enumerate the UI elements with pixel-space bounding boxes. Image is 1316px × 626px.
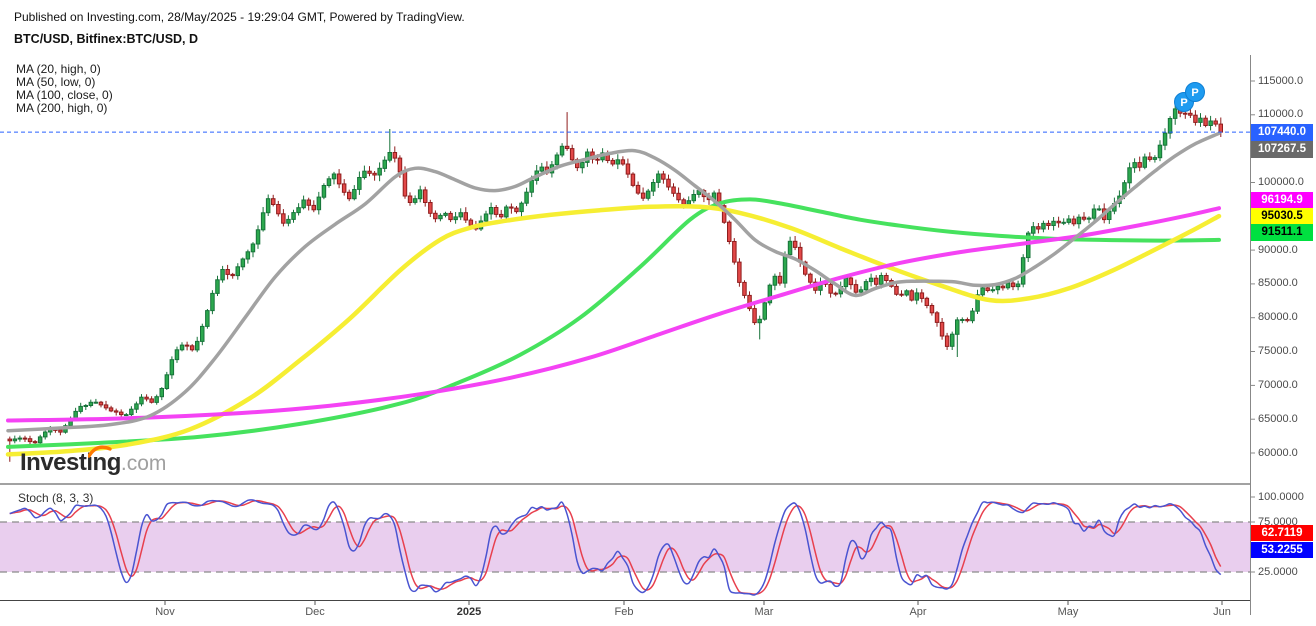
stoch-tick-label: 25.0000 xyxy=(1258,565,1298,578)
published-line: Published on Investing.com, 28/May/2025 … xyxy=(14,10,465,24)
stoch-band xyxy=(0,522,1250,572)
price-value-label: 91511.1 xyxy=(1251,223,1313,241)
price-tick-label: 80000.0 xyxy=(1258,311,1298,324)
price-tick-label: 85000.0 xyxy=(1258,277,1298,290)
price-pin-marker[interactable]: P xyxy=(1185,82,1205,102)
ma-legend-item: MA (50, low, 0) xyxy=(16,75,96,89)
stoch-value-label: 53.2255 xyxy=(1251,542,1313,558)
price-tick-label: 115000.0 xyxy=(1258,74,1304,87)
stoch-value-label: 62.7119 xyxy=(1251,525,1313,541)
time-axis-label: May xyxy=(1057,606,1079,618)
time-axis-label: Dec xyxy=(305,606,325,618)
price-tick-label: 65000.0 xyxy=(1258,412,1298,425)
investing-watermark-logo: Investing.com xyxy=(20,449,166,477)
price-tick-label: 90000.0 xyxy=(1258,243,1298,256)
stoch-d-line xyxy=(9,499,1222,595)
time-axis-label: Feb xyxy=(614,606,634,618)
time-axis-label: Jun xyxy=(1213,606,1231,618)
stoch-tick-label: 75.0000 xyxy=(1258,515,1298,528)
ma-line-ma-100-close xyxy=(6,197,1221,449)
watermark-brand: Investing xyxy=(20,449,121,476)
ma-legend-item: MA (200, high, 0) xyxy=(16,101,108,115)
stoch-k-line xyxy=(9,499,1222,596)
price-tick-label: 70000.0 xyxy=(1258,378,1298,391)
ma-line-ma-20-high xyxy=(6,131,1221,433)
ma-line-ma-50-low xyxy=(5,203,1222,457)
ma-legend-item: MA (20, high, 0) xyxy=(16,62,101,76)
price-tick-label: 75000.0 xyxy=(1258,345,1298,358)
watermark-tld: .com xyxy=(120,452,167,475)
time-axis-label: Apr xyxy=(909,606,927,618)
time-axis-label: 2025 xyxy=(456,606,482,618)
ma-legend-item: MA (100, close, 0) xyxy=(16,88,113,102)
price-value-label: 107440.0 xyxy=(1251,123,1313,141)
watermark-swoosh-icon xyxy=(88,445,112,458)
svg-text:P: P xyxy=(1191,87,1198,99)
time-axis-label: Mar xyxy=(754,606,774,618)
ma-legend: MA (20, high, 0) MA (50, low, 0) MA (100, … xyxy=(16,63,113,115)
price-tick-label: 60000.0 xyxy=(1258,446,1298,459)
price-value-label: 96194.9 xyxy=(1251,191,1313,209)
svg-text:P: P xyxy=(1180,97,1187,109)
stoch-indicator-label: Stoch (8, 3, 3) xyxy=(18,491,94,505)
symbol-title: BTC/USD, Bitfinex:BTC/USD, D xyxy=(14,32,199,46)
price-tick-label: 110000.0 xyxy=(1258,108,1304,121)
price-value-label: 95030.5 xyxy=(1251,207,1313,225)
stoch-tick-label: 100.0000 xyxy=(1258,490,1304,503)
time-axis-label: Nov xyxy=(155,606,175,618)
price-value-label: 107267.5 xyxy=(1251,140,1313,158)
price-tick-label: 100000.0 xyxy=(1258,175,1304,188)
